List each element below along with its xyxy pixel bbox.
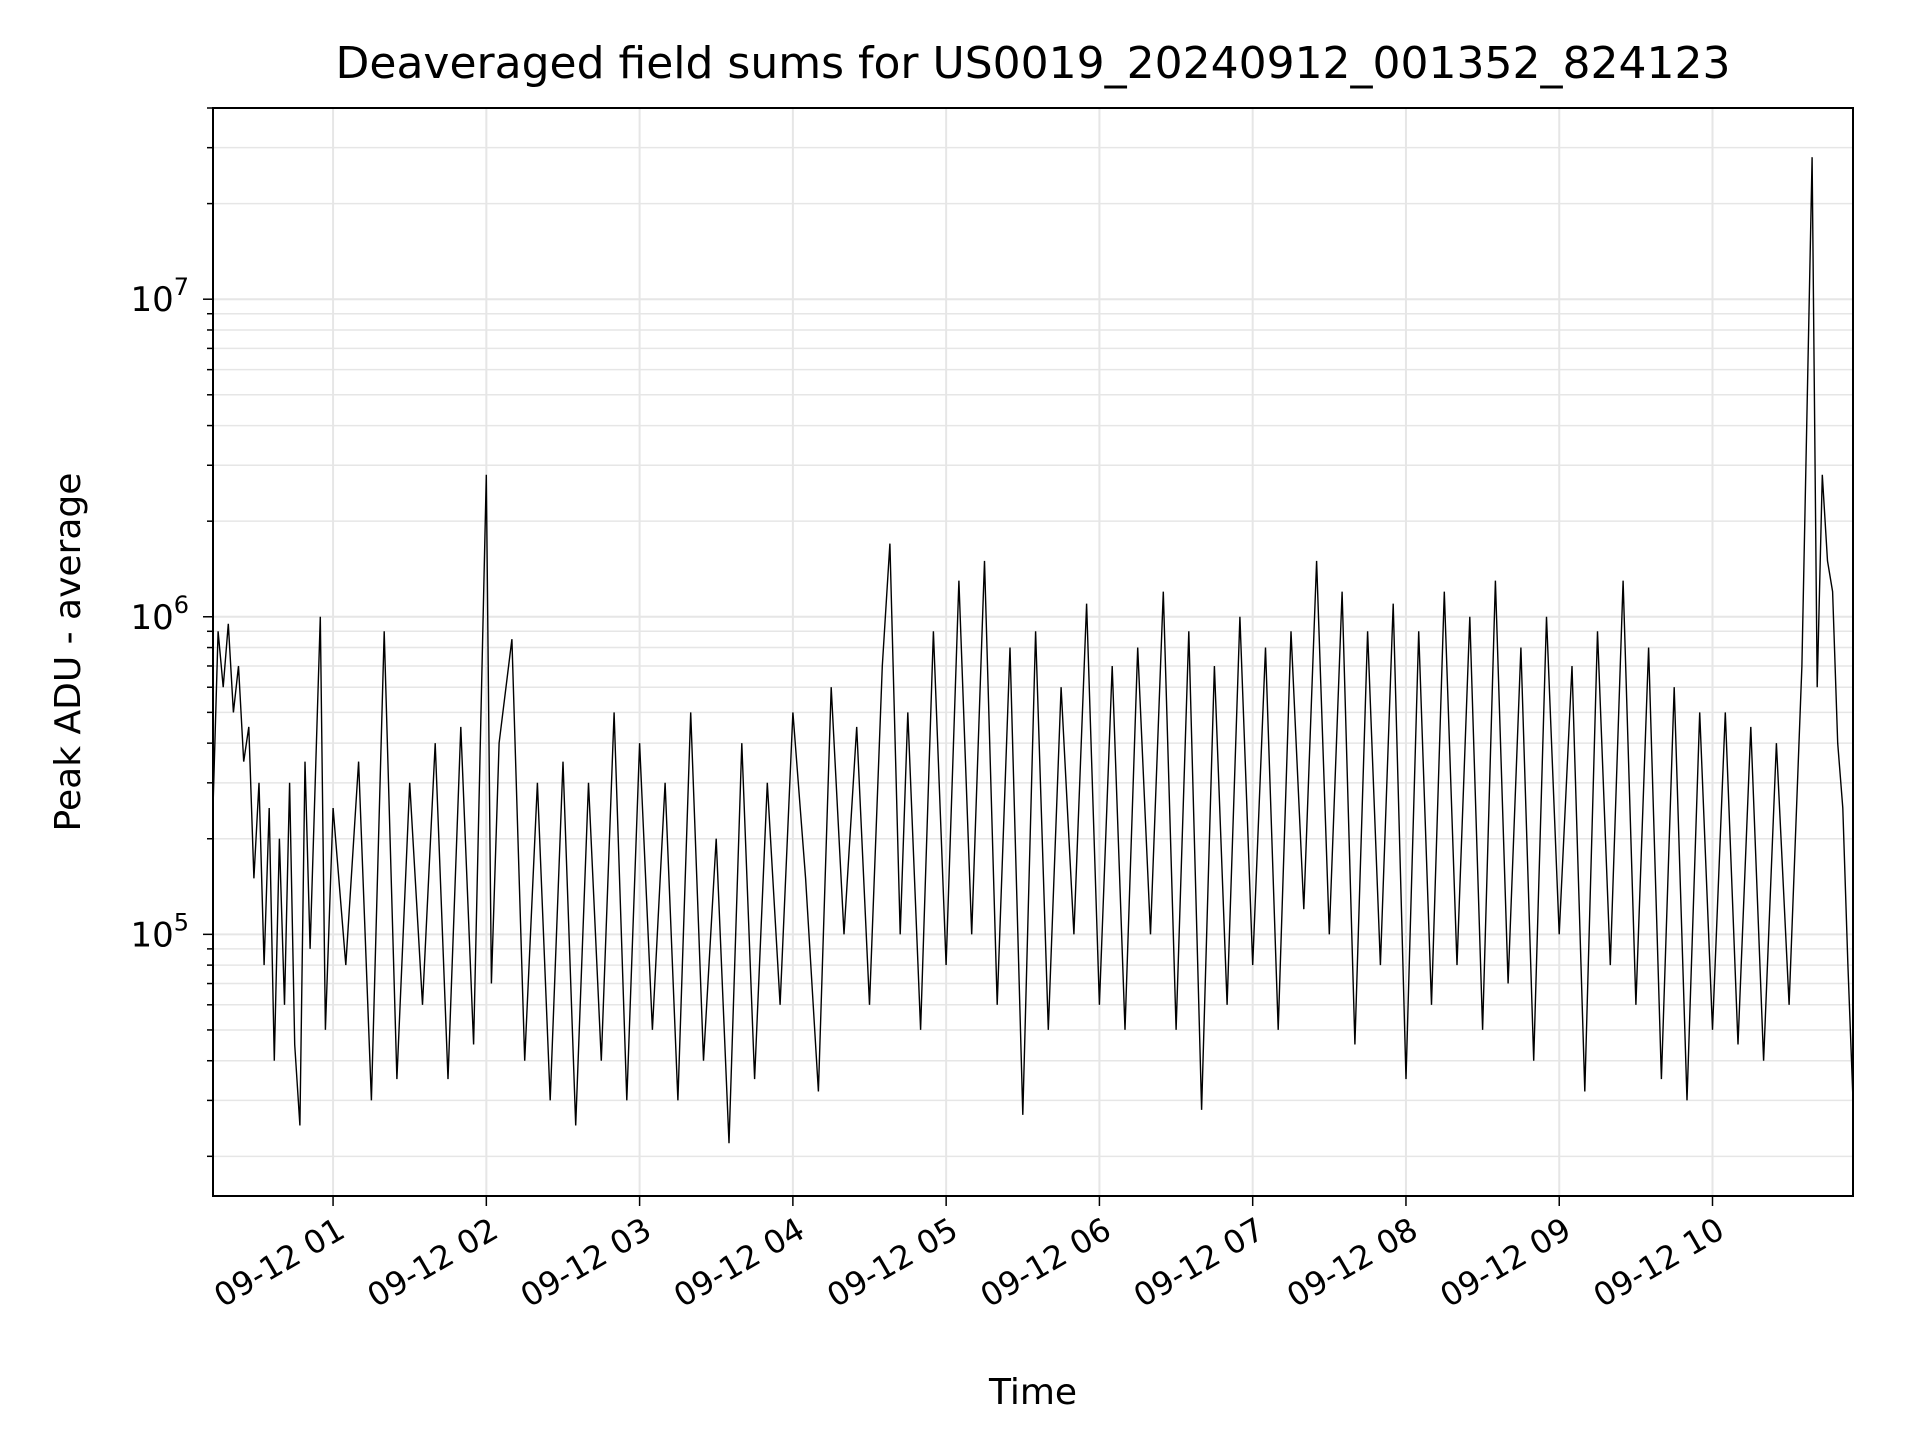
y-tick-label-base: 10 [130, 598, 173, 638]
y-tick-label-exponent: 6 [174, 591, 189, 619]
y-axis-label: Peak ADU - average [48, 473, 89, 832]
data-layer [212, 157, 1854, 1144]
chart-title: Deaveraged field sums for US0019_2024091… [336, 38, 1731, 89]
y-tick-label: 107 [130, 273, 189, 320]
y-tick-label-base: 10 [130, 280, 173, 320]
y-tick-label: 105 [130, 908, 189, 955]
y-tick-label-base: 10 [130, 915, 173, 955]
axes-frame [212, 107, 1854, 1197]
y-tick-label: 106 [130, 591, 189, 638]
x-axis-label: Time [988, 1372, 1077, 1413]
y-tick-label-exponent: 5 [174, 908, 189, 936]
y-tick-label-exponent: 7 [174, 273, 189, 301]
series-line [212, 157, 1854, 1144]
